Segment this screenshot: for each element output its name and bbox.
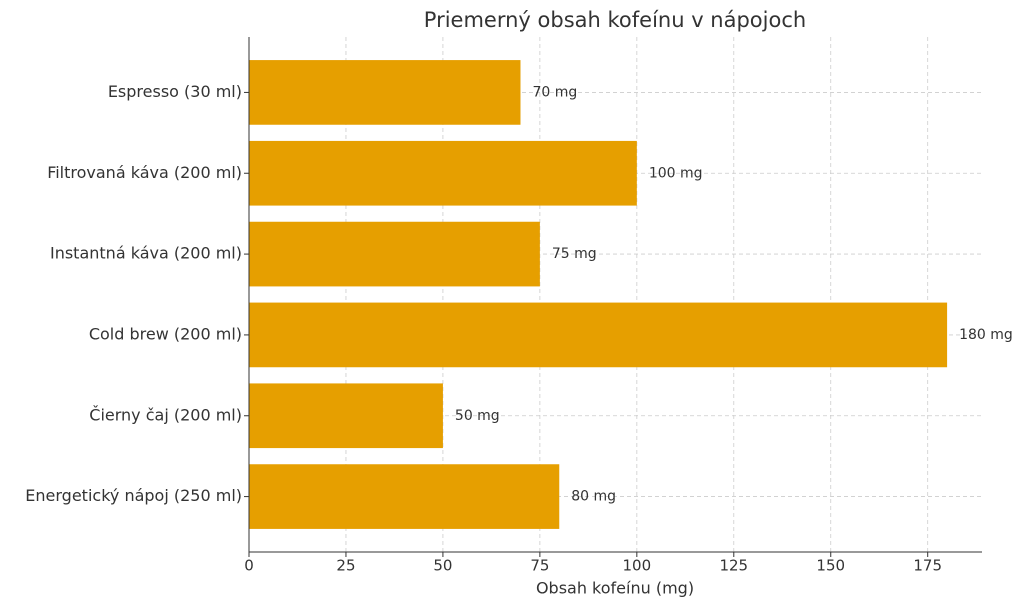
y-tick-label: Filtrovaná káva (200 ml) — [47, 163, 242, 182]
value-label: 50 mg — [455, 408, 500, 424]
value-label: 100 mg — [649, 165, 703, 181]
value-label: 180 mg — [959, 327, 1013, 343]
value-label: 75 mg — [552, 246, 597, 262]
x-tick-label: 175 — [913, 557, 942, 575]
bar — [249, 383, 443, 449]
bar — [249, 302, 948, 368]
x-tick-label: 100 — [623, 557, 652, 575]
y-tick-label: Čierny čaj (200 ml) — [89, 405, 242, 424]
bar — [249, 60, 521, 125]
x-tick-label: 125 — [719, 557, 748, 575]
bar — [249, 464, 560, 529]
y-tick-label: Espresso (30 ml) — [108, 82, 242, 101]
chart-title: Priemerný obsah kofeínu v nápojoch — [424, 8, 806, 32]
x-tick-label: 50 — [433, 557, 452, 575]
value-label: 70 mg — [532, 84, 577, 100]
bar — [249, 221, 540, 287]
x-tick-label: 25 — [336, 557, 355, 575]
y-tick-label: Cold brew (200 ml) — [89, 324, 242, 343]
y-tick-label: Instantná káva (200 ml) — [50, 244, 242, 263]
y-tick-label: Energetický nápoj (250 ml) — [25, 486, 242, 505]
value-label: 80 mg — [571, 489, 616, 505]
bar — [249, 140, 637, 206]
x-tick-label: 150 — [816, 557, 845, 575]
x-axis-label: Obsah kofeínu (mg) — [536, 579, 694, 598]
x-tick-label: 0 — [244, 557, 254, 575]
x-tick-label: 75 — [530, 557, 549, 575]
